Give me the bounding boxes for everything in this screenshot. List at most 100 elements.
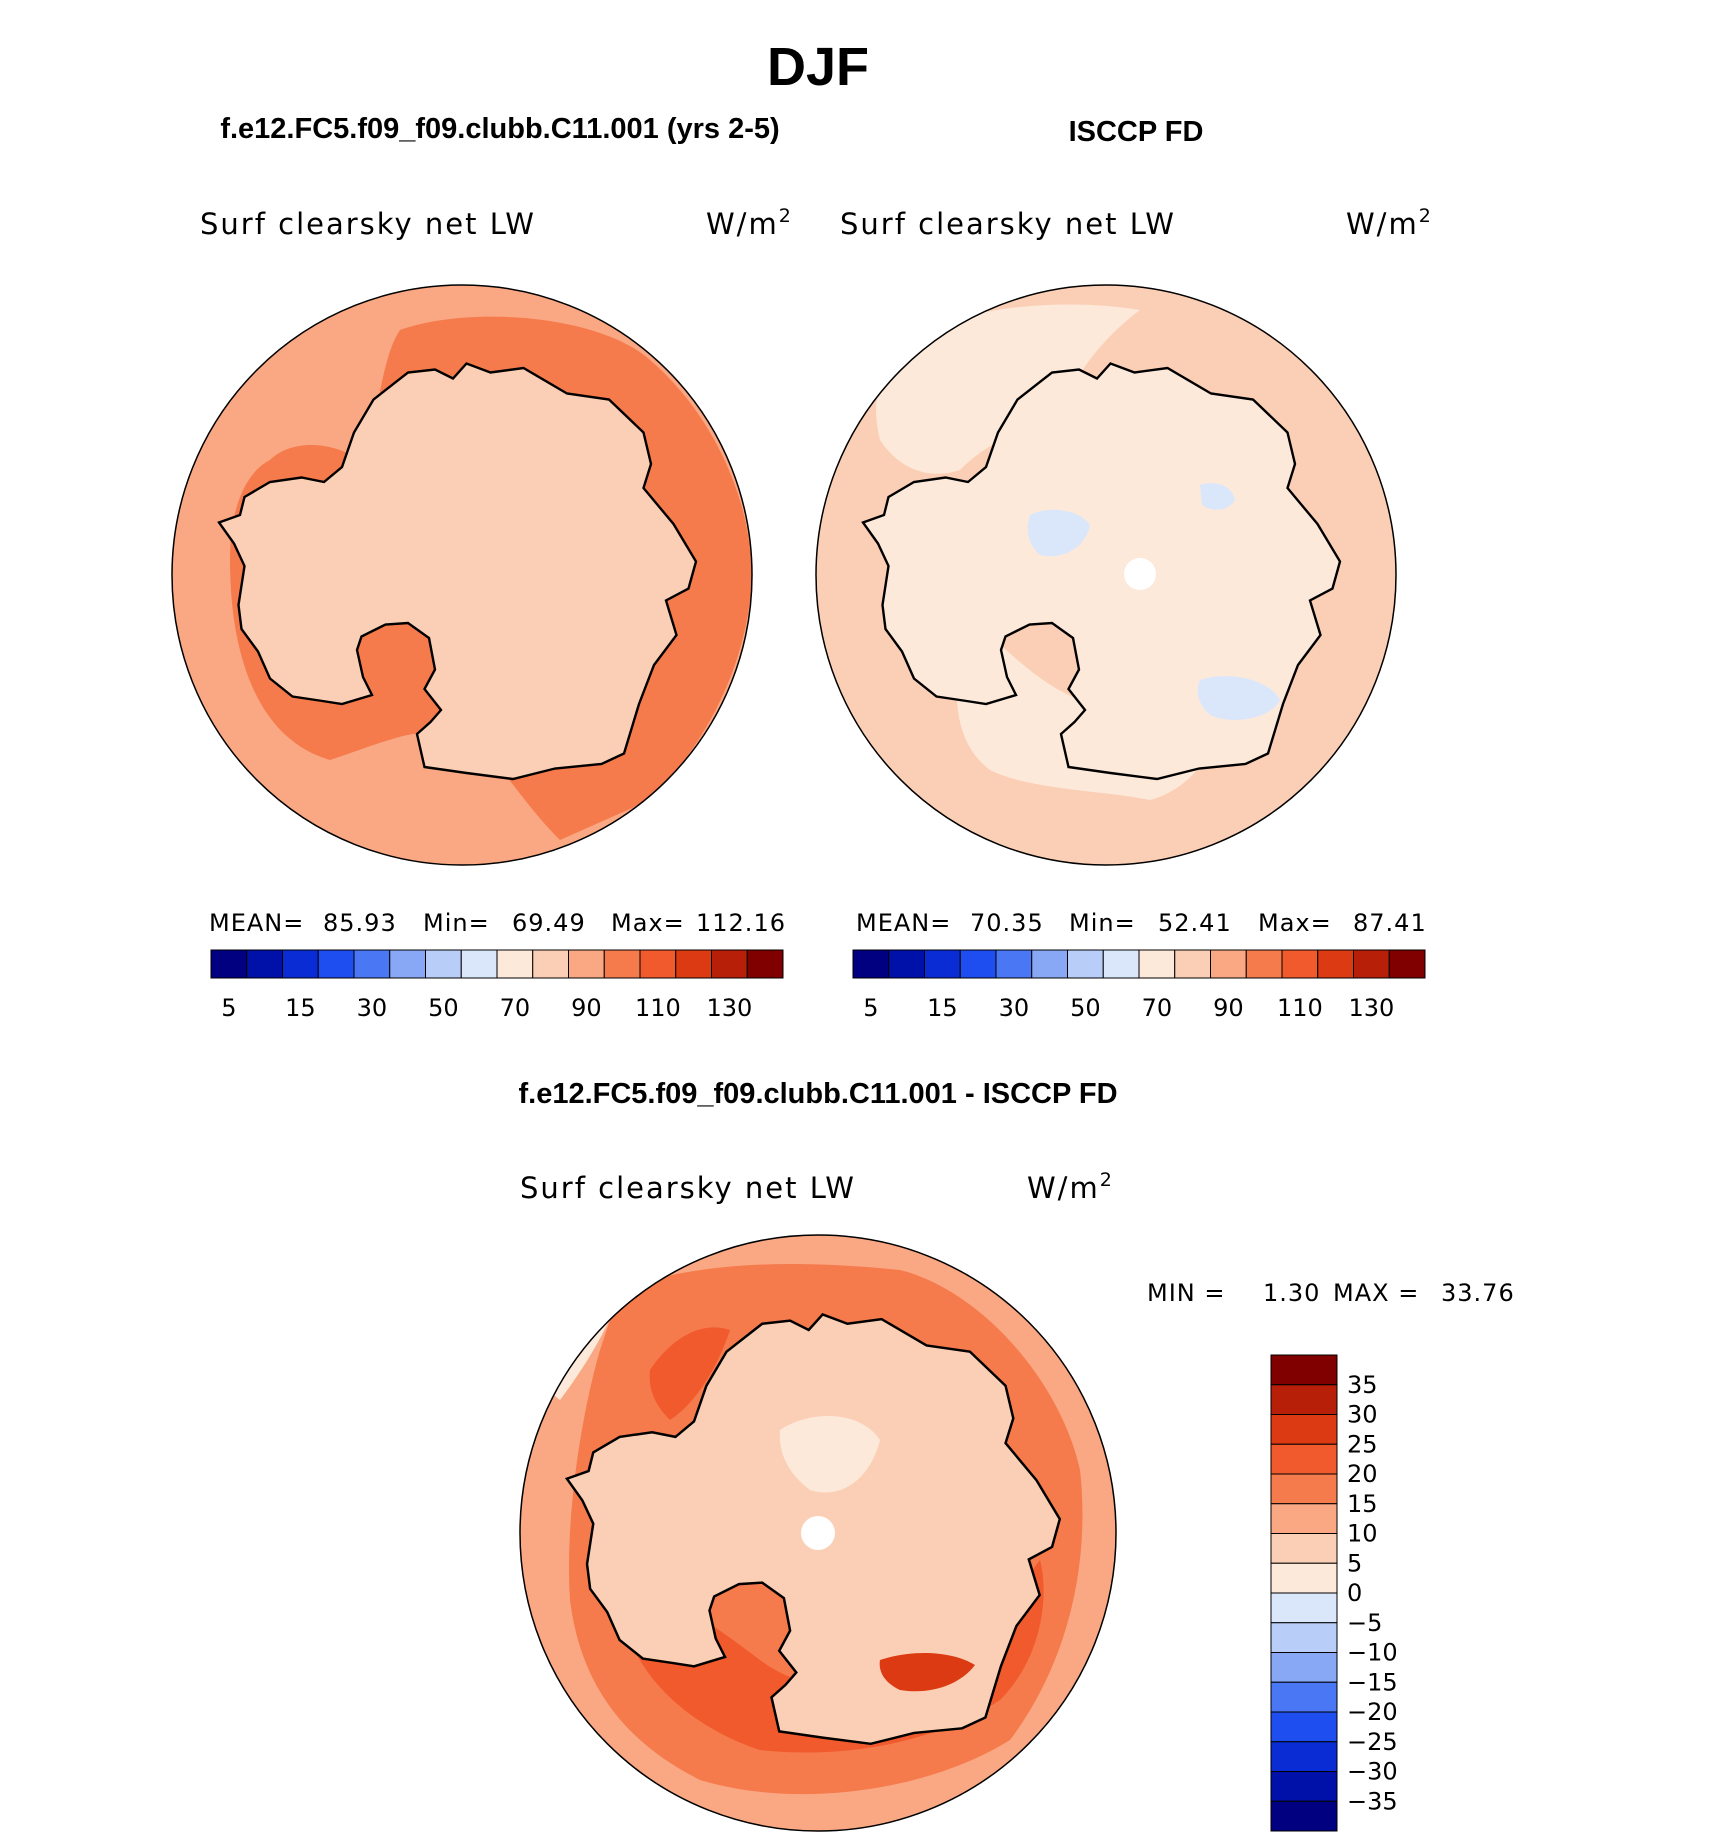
- obs-colorbar-swatch: [1174, 949, 1211, 979]
- obs-map-border: [815, 284, 1397, 866]
- diff-colorbar-tick-label: 0: [1347, 1579, 1362, 1607]
- model-stats: MEAN= 85.93 Min= 69.49 Max= 112.16: [209, 909, 786, 937]
- model-colorbar-swatch: [603, 949, 641, 979]
- diff-colorbar-tick-label: −30: [1347, 1758, 1398, 1786]
- model-colorbar-tick-label: 30: [357, 994, 388, 1022]
- diff-variable-label: Surf clearsky net LW: [520, 1171, 856, 1205]
- obs-colorbar-swatch: [1138, 949, 1176, 979]
- model-colorbar-tick-label: 70: [500, 994, 531, 1022]
- diff-colorbar-tick-label: 25: [1347, 1430, 1378, 1458]
- diff-min-label: MIN =: [1147, 1279, 1225, 1307]
- obs-colorbar-tick-label: 50: [1070, 994, 1101, 1022]
- model-colorbar-swatch: [496, 949, 534, 979]
- model-colorbar-swatch: [425, 949, 462, 979]
- model-colorbar-tick-label: 130: [706, 994, 752, 1022]
- diff-colorbar-swatch: [1270, 1741, 1338, 1772]
- model-colorbar-swatch: [389, 949, 426, 979]
- model-colorbar-swatch: [568, 949, 605, 979]
- obs-min-value: 52.41: [1158, 909, 1232, 937]
- obs-map-negative-patches: [1027, 483, 1280, 720]
- diff-colorbar-tick-label: 35: [1347, 1371, 1378, 1399]
- obs-colorbar-swatch: [959, 949, 997, 979]
- diff-colorbar-swatch: [1270, 1652, 1338, 1683]
- obs-variable-label: Surf clearsky net LW: [840, 207, 1176, 241]
- obs-panel-title: ISCCP FD: [1069, 116, 1204, 148]
- obs-colorbar-swatch: [1281, 949, 1319, 979]
- obs-colorbar-swatch: [888, 949, 925, 979]
- obs-negative-patch: [1027, 509, 1090, 557]
- obs-map-pale-region: [876, 304, 1140, 474]
- model-colorbar-swatch: [282, 949, 319, 979]
- model-colorbar-swatch: [460, 949, 498, 979]
- diff-colorbar-swatch: [1270, 1443, 1338, 1475]
- diff-colorbar-swatch: [1270, 1592, 1338, 1624]
- model-colorbar-swatch: [210, 949, 248, 979]
- obs-units-label: W/m2: [1346, 205, 1433, 241]
- obs-stats: MEAN= 70.35 Min= 52.41 Max= 87.41: [856, 909, 1427, 937]
- diff-map-warm-field-2: [649, 1327, 730, 1420]
- model-panel-title: f.e12.FC5.f09_f09.clubb.C11.001 (yrs 2-5…: [220, 113, 779, 145]
- diff-colorbar-swatch: [1270, 1681, 1338, 1713]
- diff-max-label: MAX =: [1333, 1279, 1419, 1307]
- model-colorbar-tick-label: 5: [221, 994, 236, 1022]
- model-variable-label: Surf clearsky net LW: [200, 207, 536, 241]
- obs-colorbar-tick-label: 130: [1348, 994, 1394, 1022]
- obs-pole-hole: [1124, 558, 1156, 590]
- diff-colorbar-swatch: [1270, 1622, 1338, 1653]
- diff-colorbar-swatch: [1270, 1473, 1338, 1505]
- model-min-value: 69.49: [512, 909, 586, 937]
- obs-colorbar-swatch: [1102, 949, 1140, 979]
- obs-colorbar-swatch: [1317, 949, 1354, 979]
- diff-colorbar-tick-label: 20: [1347, 1460, 1378, 1488]
- diff-colorbar-tick-label: −15: [1347, 1668, 1398, 1696]
- model-colorbar-swatch: [639, 949, 677, 979]
- obs-colorbar-tick-label: 30: [999, 994, 1030, 1022]
- obs-colorbar-swatch: [1210, 949, 1247, 979]
- obs-colorbar-swatch: [1353, 949, 1390, 979]
- diff-colorbar-swatch: [1270, 1414, 1338, 1445]
- model-colorbar-tick-label: 90: [571, 994, 602, 1022]
- obs-min-label: Min=: [1069, 909, 1136, 937]
- obs-colorbar-swatch: [924, 949, 961, 979]
- model-colorbar-swatch: [711, 949, 748, 979]
- obs-colorbar-swatch: [1388, 949, 1426, 979]
- model-colorbar-swatch: [746, 949, 784, 979]
- diff-colorbar-swatch: [1270, 1384, 1338, 1415]
- obs-colorbar-tick-label: 5: [863, 994, 878, 1022]
- obs-max-value: 87.41: [1353, 909, 1427, 937]
- model-colorbar-swatch: [532, 949, 569, 979]
- model-min-label: Min=: [423, 909, 490, 937]
- diff-map-pale-core: [779, 1416, 880, 1493]
- diff-map-max-region: [879, 1653, 975, 1692]
- model-colorbar-tick-label: 50: [428, 994, 459, 1022]
- model-max-value: 112.16: [696, 909, 786, 937]
- diff-colorbar-tick-label: 30: [1347, 1401, 1378, 1429]
- diff-colorbar-tick-label: 5: [1347, 1549, 1362, 1577]
- diff-colorbar-tick-label: 10: [1347, 1520, 1378, 1548]
- season-title: DJF: [767, 37, 869, 97]
- obs-colorbar-swatch: [1245, 949, 1283, 979]
- obs-colorbar-swatch: [852, 949, 890, 979]
- diff-map-border: [519, 1234, 1117, 1832]
- model-colorbar-swatch: [675, 949, 712, 979]
- model-colorbar-tick-label: 110: [635, 994, 681, 1022]
- model-colorbar-swatch: [353, 949, 391, 979]
- diff-colorbar-swatch: [1270, 1503, 1338, 1534]
- diff-units-label: W/m2: [1027, 1169, 1114, 1205]
- obs-max-label: Max=: [1258, 909, 1332, 937]
- diff-colorbar-swatch: [1270, 1800, 1338, 1832]
- model-colorbar-swatch: [317, 949, 355, 979]
- obs-colorbar-tick-label: 70: [1142, 994, 1173, 1022]
- obs-negative-patch: [1197, 676, 1280, 720]
- diff-colorbar-swatch: [1270, 1562, 1338, 1594]
- obs-colorbar-swatch: [1067, 949, 1104, 979]
- diff-colorbar-tick-label: 15: [1347, 1490, 1378, 1518]
- diff-colorbar-swatch: [1270, 1533, 1338, 1564]
- diff-colorbar-tick-label: −10: [1347, 1639, 1398, 1667]
- obs-colorbar-swatch: [1031, 949, 1068, 979]
- model-map-border: [171, 284, 753, 866]
- obs-negative-patch: [1200, 483, 1235, 510]
- diff-colorbar-swatch: [1270, 1711, 1338, 1743]
- diff-colorbar-swatch: [1270, 1771, 1338, 1802]
